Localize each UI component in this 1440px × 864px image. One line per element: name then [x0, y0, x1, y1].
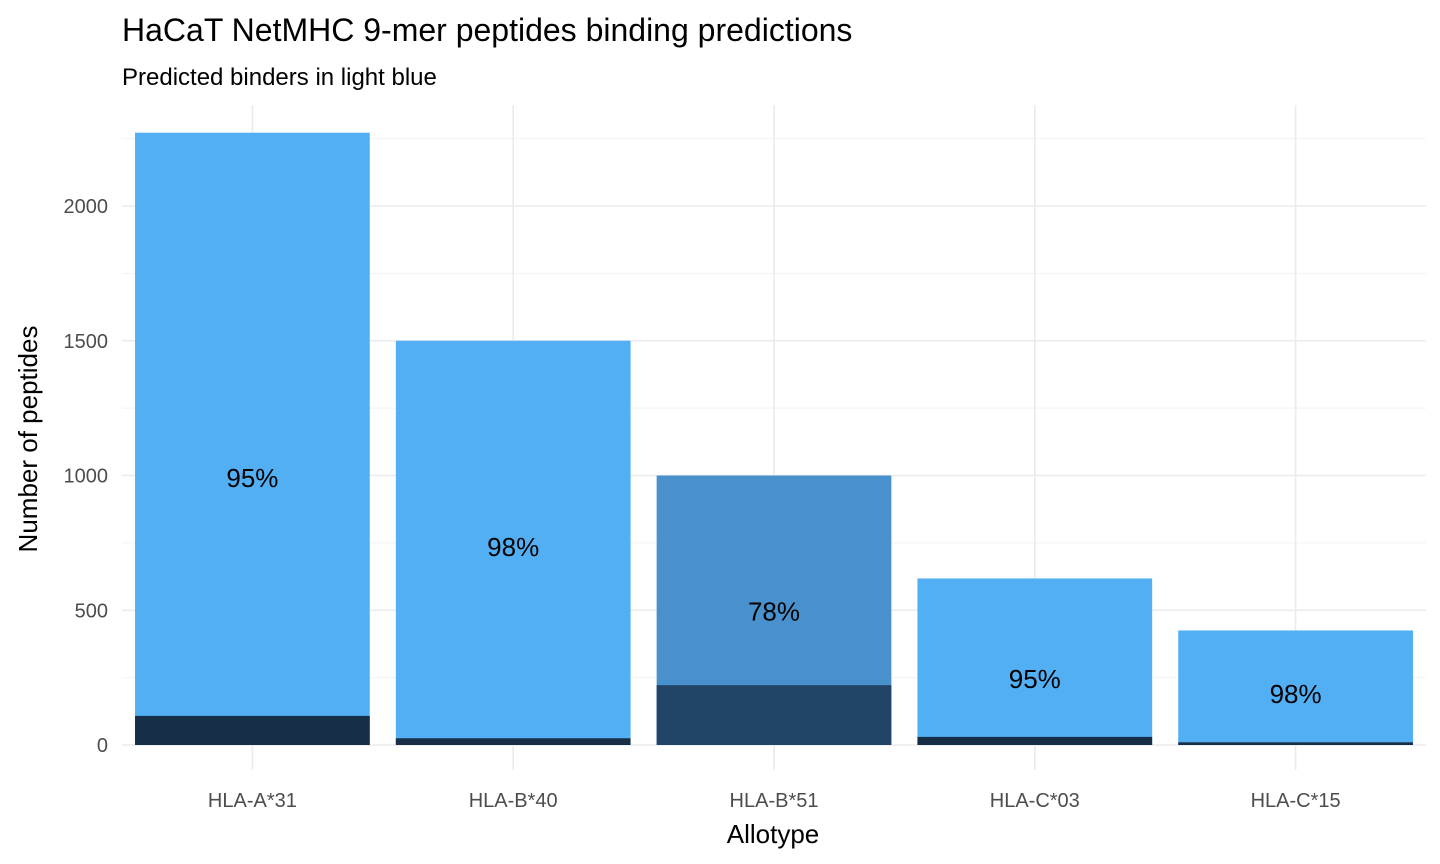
x-tick-label: HLA-B*51 — [730, 790, 819, 812]
bar-percent-label: 95% — [1009, 664, 1061, 694]
bar-total — [917, 578, 1153, 745]
bar-non-binders — [395, 738, 631, 745]
x-tick-label: HLA-A*31 — [208, 790, 297, 812]
y-tick-label: 500 — [75, 600, 108, 622]
x-tick-label: HLA-B*40 — [469, 790, 558, 812]
bar-percent-label: 78% — [748, 597, 800, 627]
bar-labels: 95% 98% 78% 95% 98% — [226, 463, 1321, 709]
y-tick-label: 2000 — [64, 196, 109, 218]
bar-non-binders — [1178, 742, 1413, 745]
x-axis-title: Allotype — [727, 819, 820, 849]
chart-title: HaCaT NetMHC 9-mer peptides binding pred… — [122, 12, 852, 48]
bar-total — [395, 340, 631, 745]
bar-percent-label: 98% — [487, 532, 539, 562]
y-axis-ticks: 0 500 1000 1500 2000 — [64, 196, 109, 757]
bar-percent-label: 98% — [1270, 679, 1322, 709]
chart-subtitle: Predicted binders in light blue — [122, 64, 437, 91]
y-tick-label: 1500 — [64, 331, 109, 353]
bar-percent-label: 95% — [226, 463, 278, 493]
bar-non-binders — [135, 715, 370, 745]
x-tick-label: HLA-C*15 — [1251, 790, 1341, 812]
bar-non-binders — [917, 736, 1153, 745]
bar-non-binders — [656, 685, 892, 745]
y-tick-label: 1000 — [64, 466, 109, 488]
y-tick-label: 0 — [97, 735, 108, 757]
y-axis-title: Number of peptides — [13, 326, 43, 553]
bars — [135, 132, 1413, 746]
bar-total — [135, 132, 370, 746]
x-tick-label: HLA-C*03 — [990, 790, 1080, 812]
x-axis-ticks: HLA-A*31 HLA-B*40 HLA-B*51 HLA-C*03 HLA-C*15 — [208, 790, 1341, 812]
bar-total — [1178, 630, 1413, 745]
